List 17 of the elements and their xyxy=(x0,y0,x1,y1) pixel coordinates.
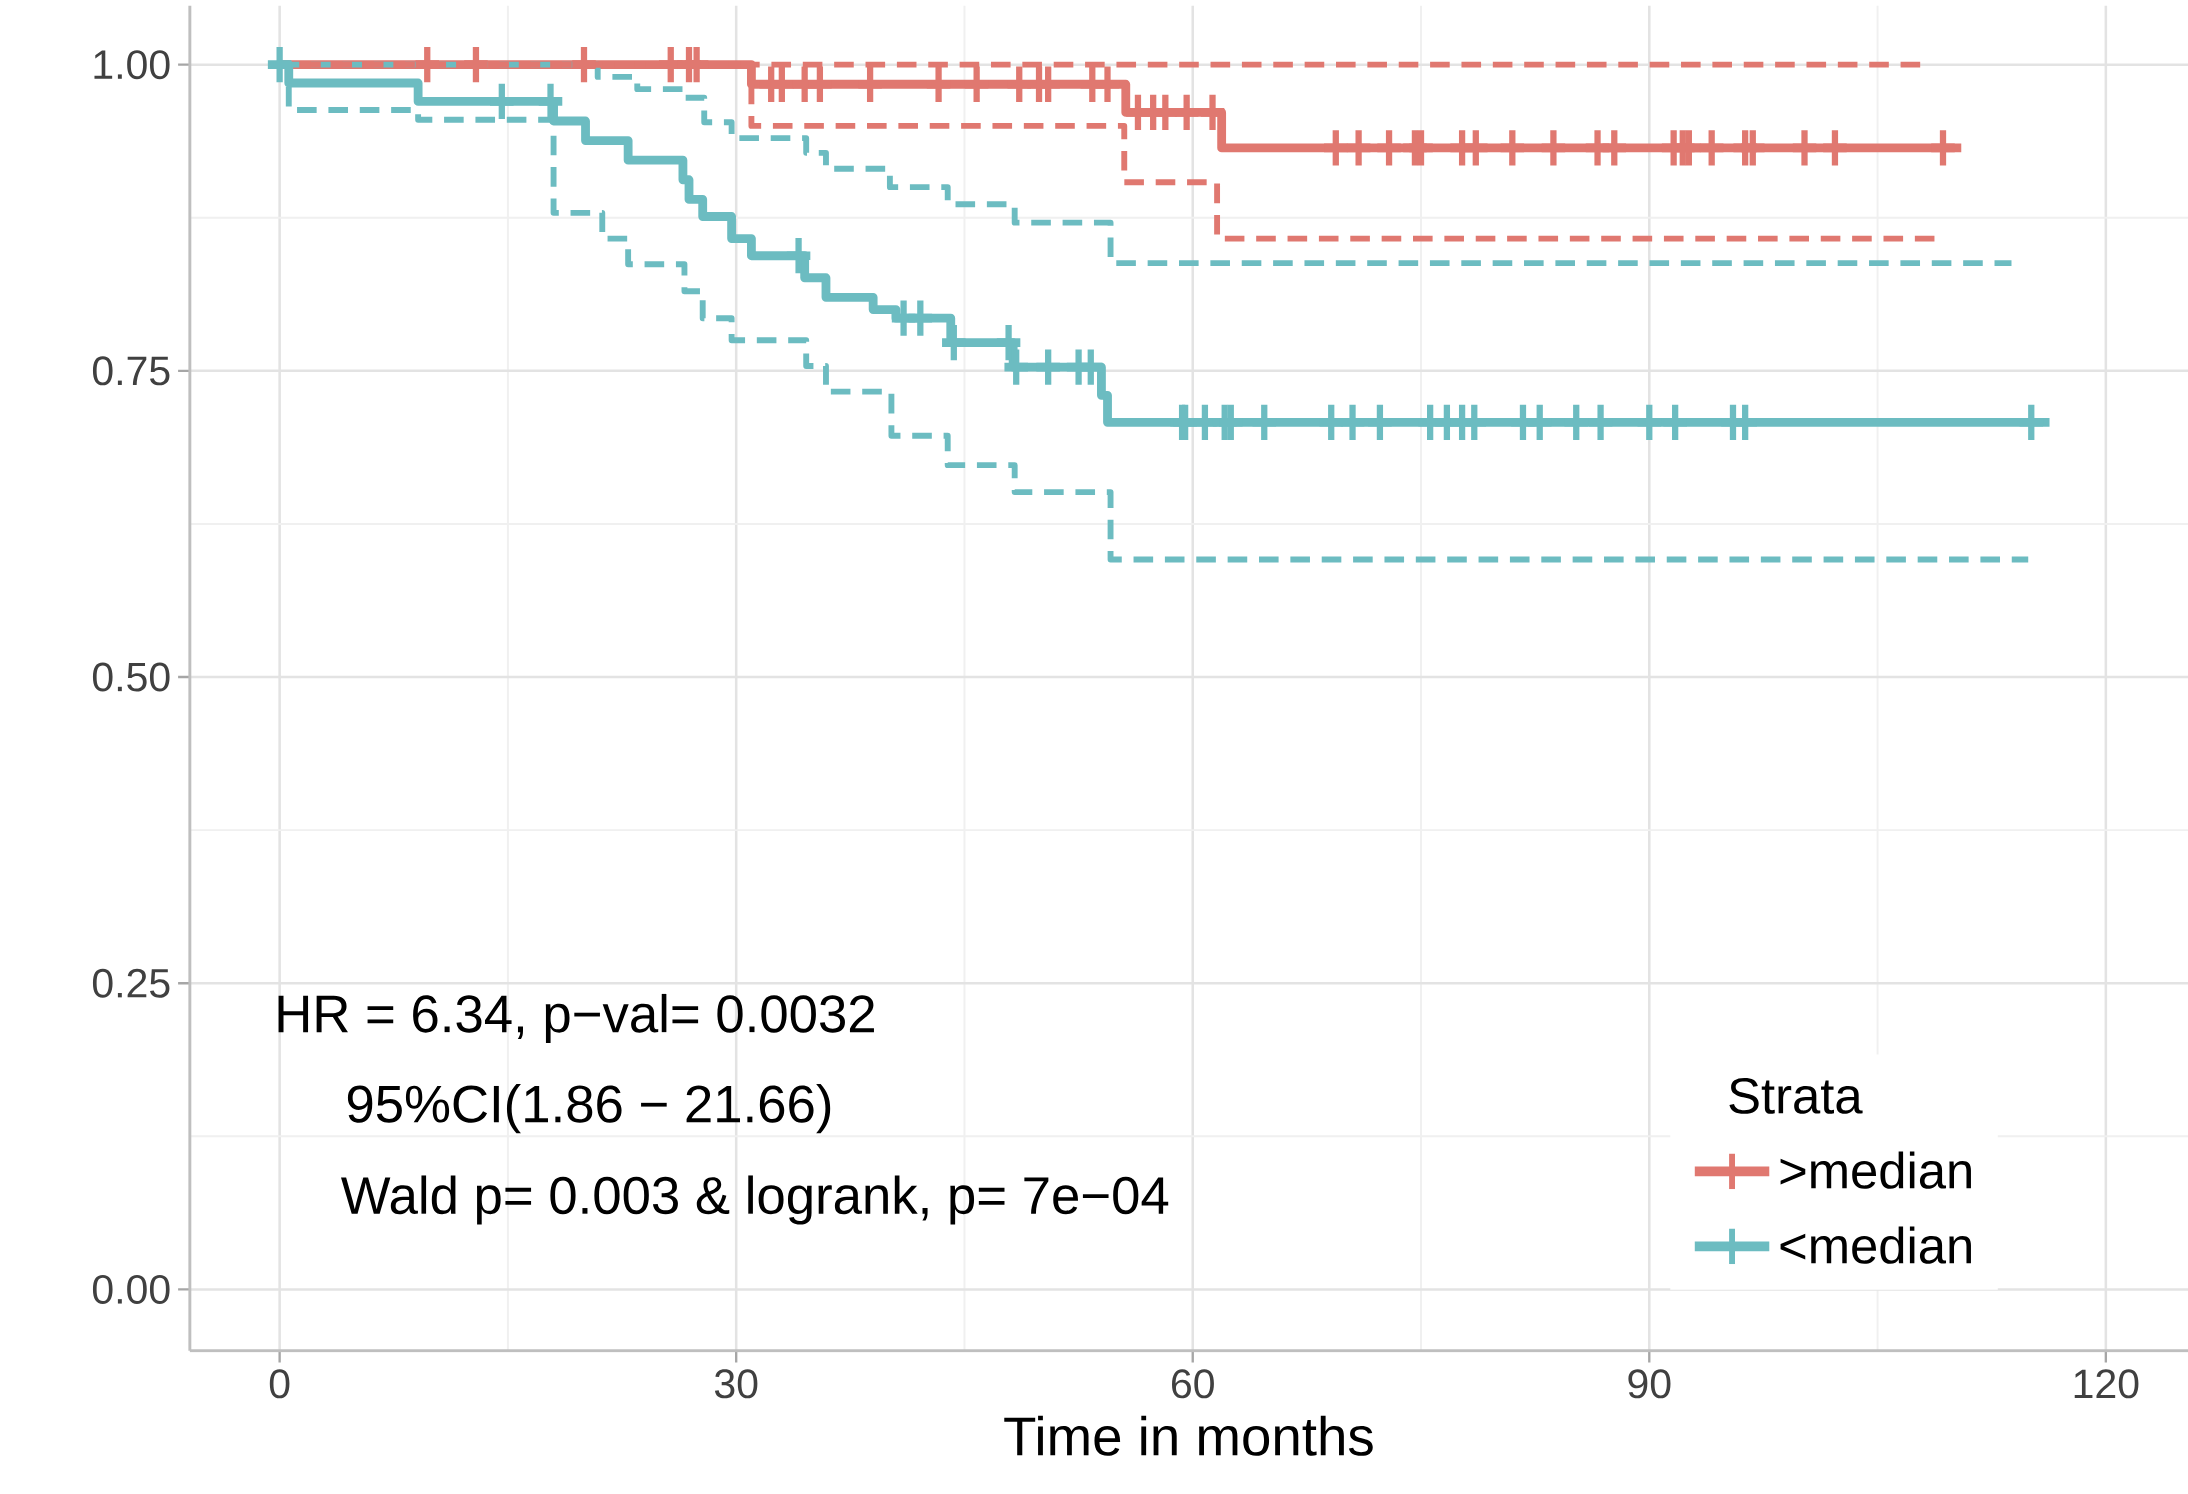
y-tick-label: 0.75 xyxy=(92,356,170,386)
x-tick-label: 60 xyxy=(1172,1369,1214,1399)
x-tick-label: 90 xyxy=(1628,1369,1671,1399)
x-tick-label: 120 xyxy=(2074,1369,2139,1399)
y-tick-label: 0.25 xyxy=(92,968,170,998)
legend-label: <median xyxy=(1780,1226,1971,1264)
annotation: 95%CI(1.86 − 21.66) xyxy=(347,1084,831,1134)
y-tick-label: 0.00 xyxy=(92,1275,170,1305)
legend-label: >median xyxy=(1780,1151,1971,1189)
annotation: Wald p= 0.003 & logrank, p= 7e−04 xyxy=(341,1175,1169,1225)
x-tick-label: 0 xyxy=(269,1369,290,1399)
x-tick-label: 30 xyxy=(714,1369,758,1399)
x-axis-title: Time in months xyxy=(1004,1415,1373,1456)
annotation: HR = 6.34, p−val= 0.0032 xyxy=(278,994,874,1044)
legend-title: Strata xyxy=(1729,1078,1863,1114)
y-tick-label: 0.50 xyxy=(92,662,170,692)
y-tick-label: 1.00 xyxy=(94,50,170,80)
